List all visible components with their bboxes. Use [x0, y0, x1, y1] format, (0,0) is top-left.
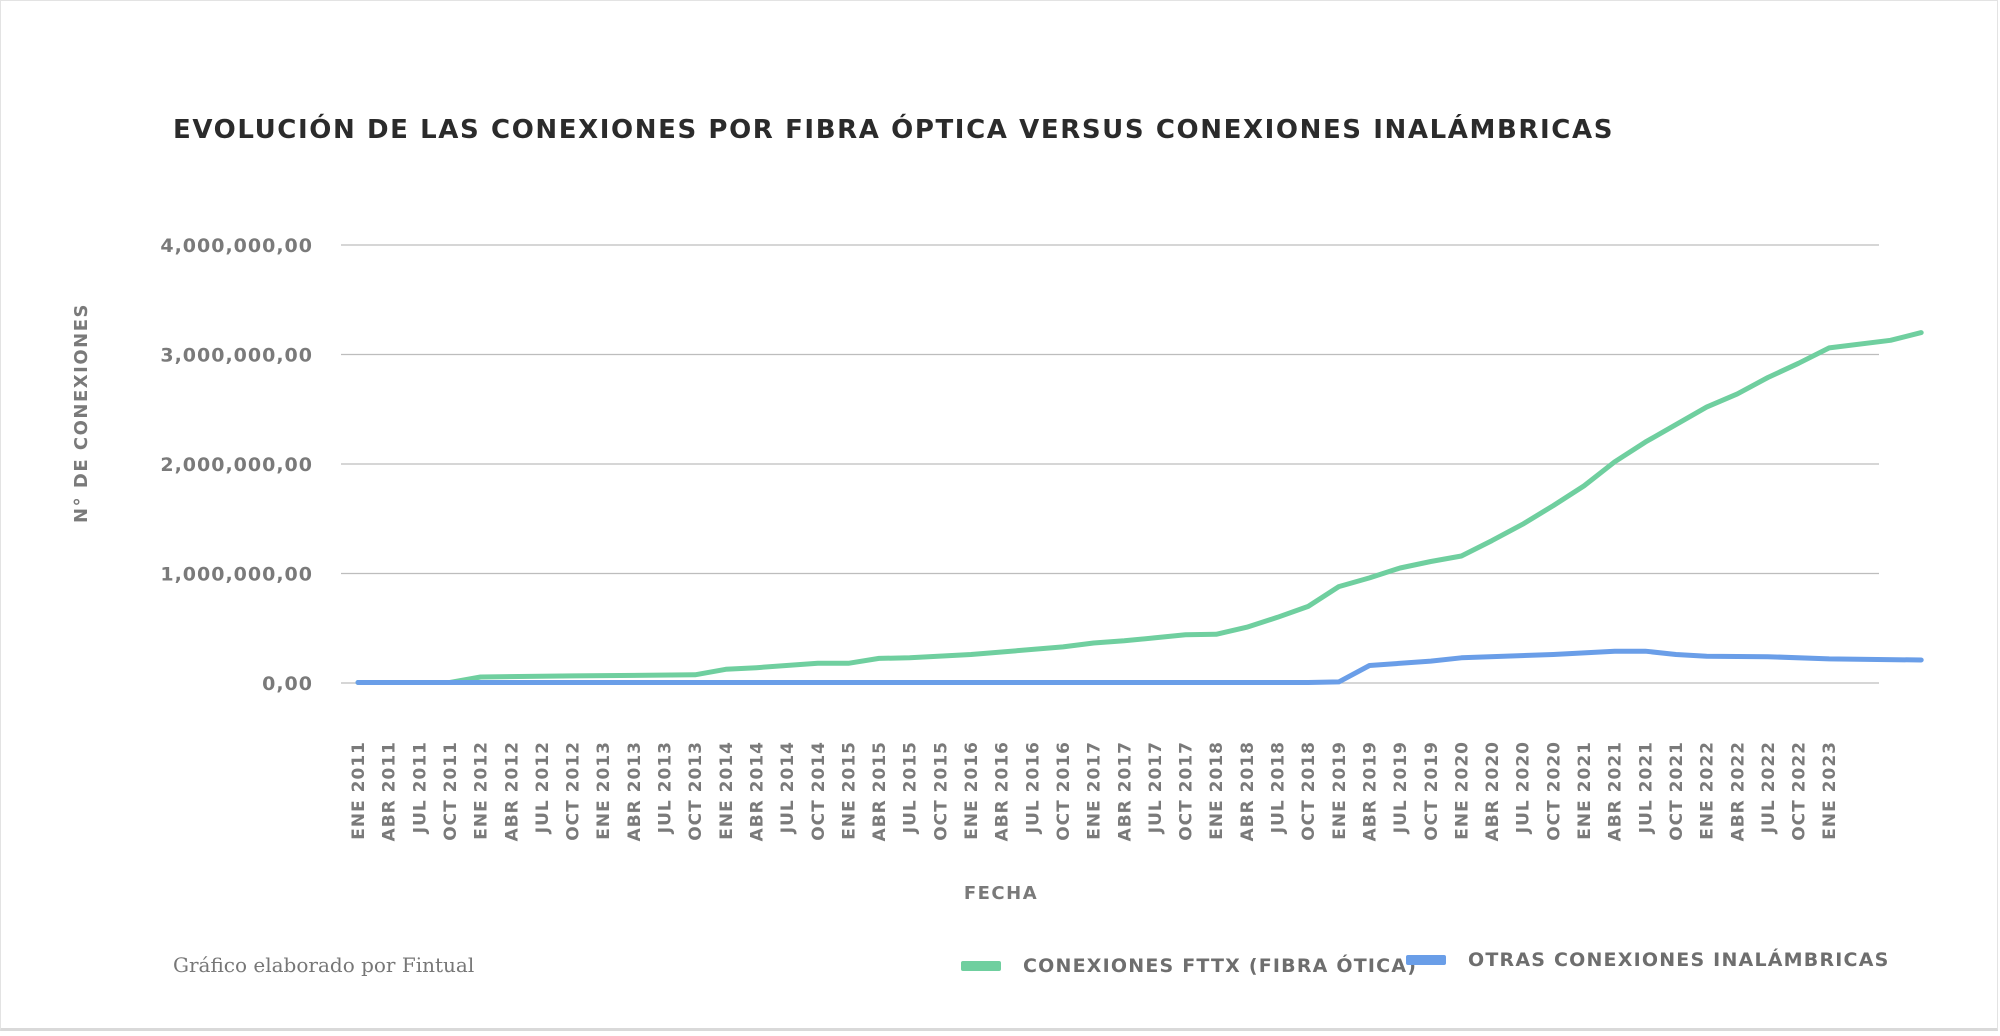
x-tick-label: ENE 2013 [594, 741, 614, 840]
y-tick-label: 3,000,000,00 [160, 345, 313, 367]
series-line-wireless [355, 648, 1924, 685]
y-tick-label: 1,000,000,00 [160, 564, 313, 586]
x-tick-label: ENE 2020 [1452, 741, 1472, 840]
series-line-fttx [355, 330, 1924, 685]
y-axis-label: N° DE CONEXIONES [71, 303, 92, 523]
x-tick-label: JUL 2020 [1514, 741, 1534, 834]
x-tick-label: JUL 2021 [1636, 741, 1656, 834]
legend-label-fttx: CONEXIONES FTTX (FIBRA ÓTICA) [1023, 955, 1418, 977]
x-tick-label: ENE 2016 [962, 741, 982, 840]
legend-item-wireless: OTRAS CONEXIONES INALÁMBRICAS [1406, 949, 1889, 971]
x-tick-label: JUL 2011 [410, 741, 430, 834]
x-tick-label: OCT 2012 [564, 741, 584, 841]
x-tick-label: ABR 2015 [870, 741, 890, 841]
x-tick-label: OCT 2019 [1422, 741, 1442, 841]
x-tick-label: ABR 2022 [1728, 741, 1748, 841]
legend-label-wireless: OTRAS CONEXIONES INALÁMBRICAS [1468, 949, 1890, 971]
x-tick-label: ENE 2023 [1820, 741, 1840, 840]
y-tick-label: 0,00 [262, 673, 313, 695]
legend-swatch-fttx [961, 961, 1001, 971]
x-tick-label: JUL 2019 [1391, 741, 1411, 834]
x-tick-label: ABR 2011 [380, 741, 400, 841]
x-tick-label: JUL 2012 [533, 741, 553, 834]
x-axis-label: FECHA [964, 883, 1038, 904]
x-tick-label: JUL 2013 [656, 741, 676, 834]
x-tick-label: ABR 2013 [625, 741, 645, 841]
x-tick-label: ENE 2014 [717, 741, 737, 840]
x-tick-label: JUL 2018 [1269, 741, 1289, 834]
x-tick-label: OCT 2022 [1790, 741, 1810, 841]
x-tick-label: ABR 2014 [747, 741, 767, 841]
x-tick-label: OCT 2017 [1177, 741, 1197, 841]
x-tick-label: ENE 2012 [472, 741, 492, 840]
x-tick-label: ENE 2019 [1330, 741, 1350, 840]
x-tick-label: OCT 2016 [1054, 741, 1074, 841]
x-tick-label: ENE 2011 [349, 741, 369, 840]
legend-swatch-wireless [1406, 955, 1446, 965]
x-tick-label: OCT 2020 [1544, 741, 1564, 841]
x-tick-label: JUL 2014 [778, 741, 798, 834]
x-tick-label: JUL 2017 [1146, 741, 1166, 834]
x-tick-label: OCT 2015 [931, 741, 951, 841]
x-tick-label: JUL 2022 [1759, 741, 1779, 834]
x-tick-label: OCT 2018 [1299, 741, 1319, 841]
x-tick-label: OCT 2013 [686, 741, 706, 841]
y-tick-label: 2,000,000,00 [160, 454, 313, 476]
x-tick-label: ENE 2022 [1698, 741, 1718, 840]
y-tick-label: 4,000,000,00 [160, 235, 313, 257]
x-tick-label: OCT 2011 [441, 741, 461, 841]
x-tick-label: ABR 2012 [502, 741, 522, 841]
x-tick-label: ENE 2015 [839, 741, 859, 840]
x-tick-label: ABR 2018 [1238, 741, 1258, 841]
x-tick-label: JUL 2015 [901, 741, 921, 834]
chart-title: EVOLUCIÓN DE LAS CONEXIONES POR FIBRA ÓP… [173, 115, 1615, 145]
x-tick-label: ABR 2017 [1115, 741, 1135, 841]
x-tick-label: ENE 2018 [1207, 741, 1227, 840]
legend-item-fttx: CONEXIONES FTTX (FIBRA ÓTICA) [961, 955, 1417, 977]
x-tick-label: OCT 2014 [809, 741, 829, 841]
x-tick-label: ABR 2016 [993, 741, 1013, 841]
x-tick-label: ENE 2021 [1575, 741, 1595, 840]
x-tick-label: ABR 2020 [1483, 741, 1503, 841]
x-tick-label: ABR 2021 [1606, 741, 1626, 841]
x-tick-label: ABR 2019 [1360, 741, 1380, 841]
x-tick-label: JUL 2016 [1023, 741, 1043, 834]
source-note: Gráfico elaborado por Fintual [173, 953, 475, 977]
x-tick-label: OCT 2021 [1667, 741, 1687, 841]
x-tick-label: ENE 2017 [1085, 741, 1105, 840]
